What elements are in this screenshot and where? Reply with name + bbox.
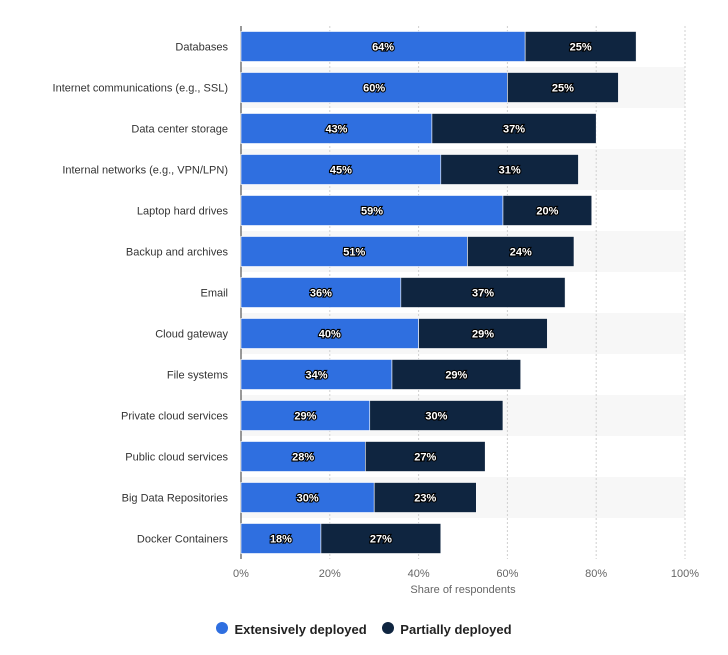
category-label: Private cloud services xyxy=(121,411,228,423)
data-label: 25% xyxy=(570,42,592,54)
x-tick-label: 20% xyxy=(319,568,341,580)
bar-extensively-deployed xyxy=(240,236,468,267)
bar-extensively-deployed xyxy=(240,195,504,226)
data-label: 23% xyxy=(414,493,436,505)
data-label: 45% xyxy=(330,165,352,177)
category-label: Databases xyxy=(175,42,228,54)
bar-extensively-deployed xyxy=(240,31,526,62)
legend: Extensively deployed Partially deployed xyxy=(0,620,728,637)
bar-extensively-deployed xyxy=(240,277,402,308)
legend-label-extensively-deployed: Extensively deployed xyxy=(234,621,367,637)
data-label: 64% xyxy=(372,42,394,54)
bar-extensively-deployed xyxy=(240,359,393,390)
bar-partially-deployed xyxy=(507,72,619,103)
x-tick-label: 100% xyxy=(671,568,699,580)
data-label: 31% xyxy=(499,165,521,177)
data-label: 34% xyxy=(305,370,327,382)
data-label: 30% xyxy=(297,493,319,505)
bar-extensively-deployed xyxy=(240,482,375,513)
category-label: File systems xyxy=(167,370,229,382)
bar-extensively-deployed xyxy=(240,113,433,144)
legend-label-partially-deployed: Partially deployed xyxy=(400,621,512,637)
data-label: 37% xyxy=(503,124,525,136)
bar-partially-deployed xyxy=(431,113,597,144)
data-label: 25% xyxy=(552,83,574,95)
bar-extensively-deployed xyxy=(240,400,371,431)
data-label: 37% xyxy=(472,288,494,300)
bar-partially-deployed xyxy=(365,441,486,472)
x-axis-title: Share of respondents xyxy=(410,584,516,596)
bar-extensively-deployed xyxy=(240,441,366,472)
bar-partially-deployed xyxy=(320,523,442,554)
legend-item-extensively-deployed[interactable]: Extensively deployed xyxy=(216,621,367,637)
category-label: Laptop hard drives xyxy=(137,206,229,218)
category-label: Internal networks (e.g., VPN/LPN) xyxy=(62,165,228,177)
bar-partially-deployed xyxy=(524,31,637,62)
data-label: 29% xyxy=(472,329,494,341)
data-label: 60% xyxy=(363,83,385,95)
data-label: 27% xyxy=(414,452,436,464)
data-label: 43% xyxy=(325,124,347,136)
bar-extensively-deployed xyxy=(240,154,442,185)
data-label: 36% xyxy=(310,288,332,300)
data-label: 28% xyxy=(292,452,314,464)
data-label: 18% xyxy=(270,534,292,546)
category-label: Internet communications (e.g., SSL) xyxy=(53,83,228,95)
data-label: 24% xyxy=(510,247,532,259)
bar-partially-deployed xyxy=(391,359,522,390)
category-label: Public cloud services xyxy=(125,452,228,464)
data-label: 29% xyxy=(294,411,316,423)
category-label: Backup and archives xyxy=(126,247,229,259)
x-tick-label: 0% xyxy=(233,568,249,580)
x-tick-label: 80% xyxy=(585,568,607,580)
legend-item-partially-deployed[interactable]: Partially deployed xyxy=(382,621,512,637)
bar-extensively-deployed xyxy=(240,523,322,554)
data-label: 20% xyxy=(536,206,558,218)
legend-marker-extensively-deployed xyxy=(216,622,229,635)
bar-extensively-deployed xyxy=(240,318,419,349)
category-label: Data center storage xyxy=(131,124,228,136)
category-label: Docker Containers xyxy=(137,534,229,546)
data-label: 29% xyxy=(445,370,467,382)
x-tick-label: 40% xyxy=(408,568,430,580)
bar-partially-deployed xyxy=(373,482,477,513)
x-tick-label: 60% xyxy=(496,568,518,580)
data-label: 59% xyxy=(361,206,383,218)
bar-extensively-deployed xyxy=(240,72,508,103)
bar-partially-deployed xyxy=(369,400,504,431)
bar-partially-deployed xyxy=(440,154,579,185)
stacked-bar-chart: 0% 20% 40% 60% 80% 100% Databases 64% 25% Interne… xyxy=(53,26,699,596)
bar-partially-deployed xyxy=(502,195,593,226)
category-label: Email xyxy=(200,288,228,300)
bar-partially-deployed xyxy=(418,318,548,349)
legend-marker-partially-deployed xyxy=(382,622,395,635)
data-label: 51% xyxy=(343,247,365,259)
bar-partially-deployed xyxy=(467,236,575,267)
data-label: 30% xyxy=(425,411,447,423)
data-label: 40% xyxy=(319,329,341,341)
category-label: Big Data Repositories xyxy=(122,493,229,505)
data-label: 27% xyxy=(370,534,392,546)
bar-partially-deployed xyxy=(400,277,566,308)
category-label: Cloud gateway xyxy=(155,329,228,341)
